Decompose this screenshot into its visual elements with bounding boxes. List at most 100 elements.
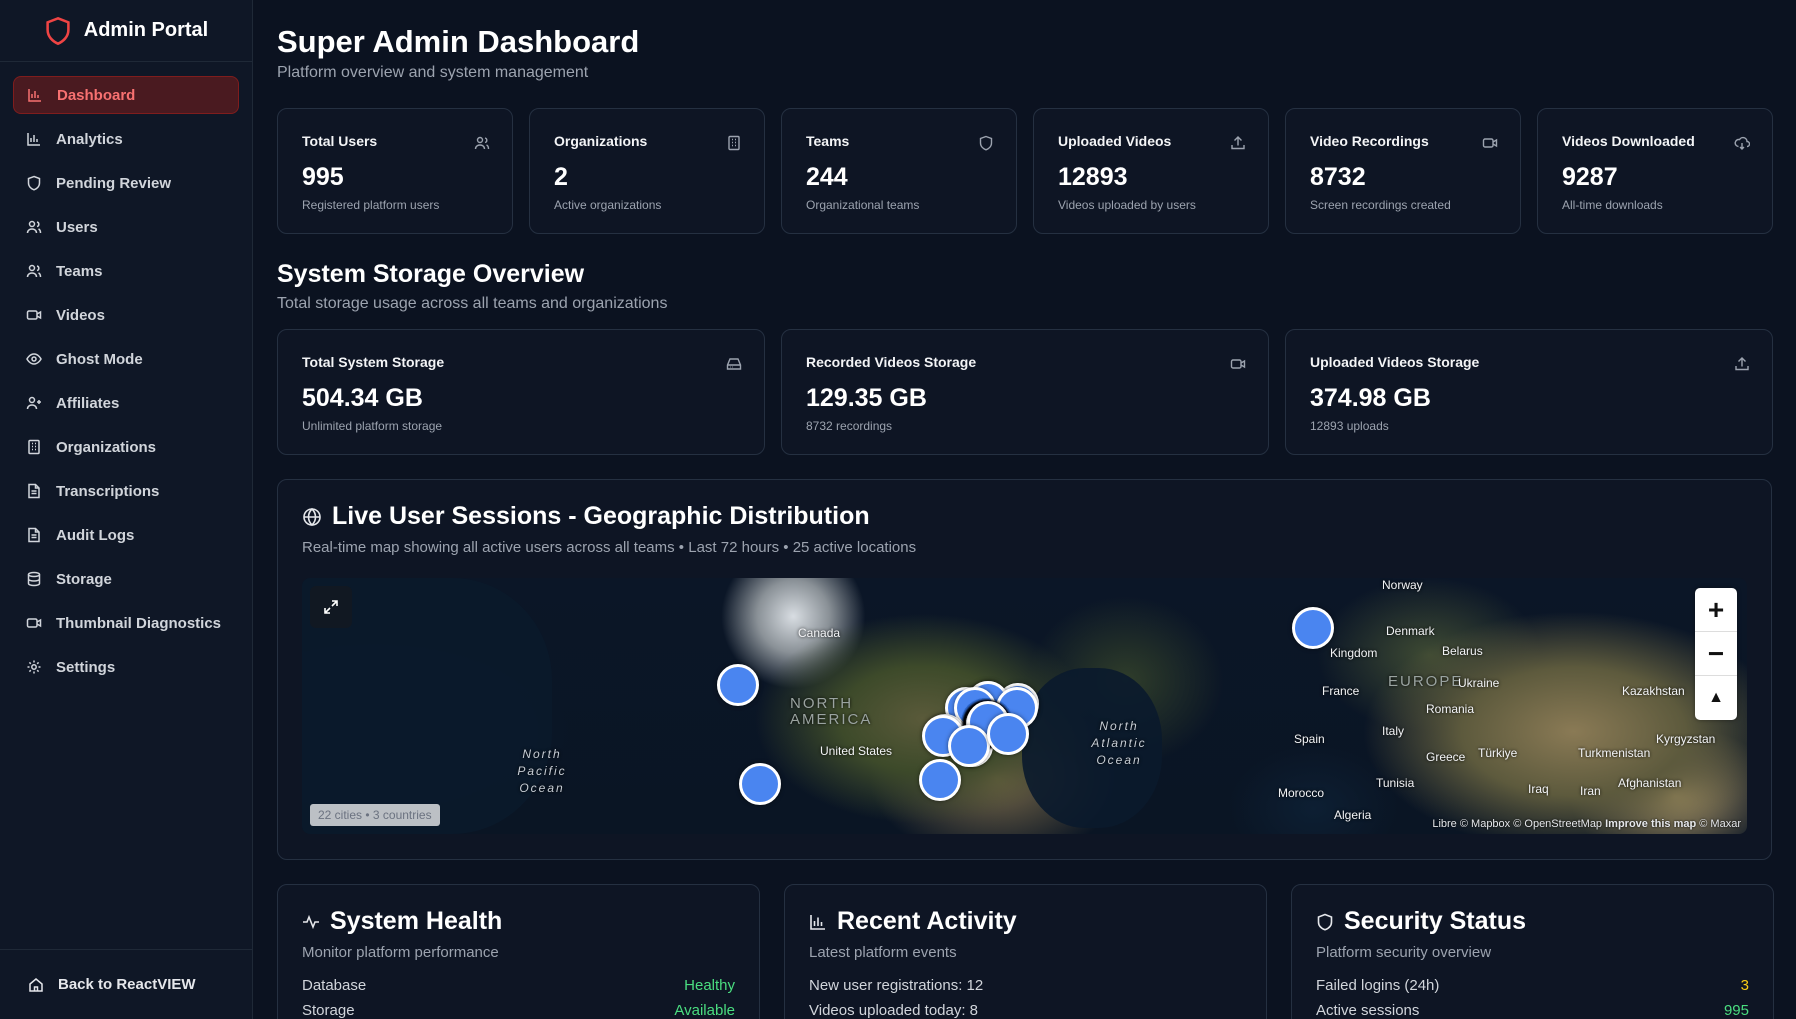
video-icon xyxy=(26,618,42,628)
sidebar-item-label: Storage xyxy=(56,570,112,588)
map-subtitle: Real-time map showing all active users a… xyxy=(302,539,917,556)
sidebar-item-transcriptions[interactable]: Transcriptions xyxy=(13,472,239,510)
live-sessions-card: Live User Sessions - Geographic Distribu… xyxy=(277,479,1772,860)
session-marker[interactable] xyxy=(1292,607,1334,649)
sidebar-item-label: Teams xyxy=(56,262,103,280)
system-health-header: System Health xyxy=(302,907,735,936)
storage-grid: Total System Storage 504.34 GB Unlimited… xyxy=(277,329,1773,455)
sidebar-item-organizations[interactable]: Organizations xyxy=(13,428,239,466)
health-row-label: Storage xyxy=(302,1002,355,1019)
stat-label: Total System Storage xyxy=(302,354,445,370)
cities-badge: 22 cities • 3 countries xyxy=(310,804,440,826)
stat-desc: Organizational teams xyxy=(806,198,920,212)
sidebar-item-label: Pending Review xyxy=(56,174,172,192)
sidebar-item-analytics[interactable]: Analytics xyxy=(13,120,239,158)
stat-label: Total Users xyxy=(302,133,378,149)
map-label-ukraine: Ukraine xyxy=(1458,676,1500,690)
health-row-value: Healthy xyxy=(684,977,735,994)
health-row: Storage Available xyxy=(302,1002,735,1019)
stat-value: 8732 xyxy=(1310,163,1366,191)
map-label-kingdom: Kingdom xyxy=(1330,646,1378,660)
sidebar-item-pending-review[interactable]: Pending Review xyxy=(13,164,239,202)
map-label-tunisia: Tunisia xyxy=(1376,776,1415,790)
stat-label: Uploaded Videos xyxy=(1058,133,1172,149)
sidebar-item-label: Dashboard xyxy=(57,86,136,104)
stat-card-organizations: Organizations 2 Active organizations xyxy=(529,108,765,234)
home-icon xyxy=(29,977,43,992)
map-label-iran: Iran xyxy=(1580,784,1601,798)
video-icon xyxy=(26,310,42,320)
gear-icon xyxy=(27,660,41,674)
health-row: Database Healthy xyxy=(302,977,735,994)
sessions-map[interactable]: Canada NORTH AMERICA United States North… xyxy=(302,578,1747,834)
session-marker[interactable] xyxy=(717,664,759,706)
sidebar-item-storage[interactable]: Storage xyxy=(13,560,239,598)
storage-card-total: Total System Storage 504.34 GB Unlimited… xyxy=(277,329,765,455)
map-label-romania: Romania xyxy=(1426,702,1475,716)
map-label-north-atlantic: North Atlantic Ocean xyxy=(1091,719,1147,767)
sidebar-item-users[interactable]: Users xyxy=(13,208,239,246)
back-to-reactview-link[interactable]: Back to ReactVIEW xyxy=(0,949,253,1019)
security-row-value: 995 xyxy=(1723,1002,1749,1019)
security-row: Failed logins (24h) 3 xyxy=(1316,977,1749,994)
stat-value: 244 xyxy=(806,163,848,191)
security-row-value: 3 xyxy=(1740,977,1749,994)
upload-icon xyxy=(1231,136,1245,150)
security-row-label: Active sessions xyxy=(1316,1002,1420,1019)
zoom-out-button[interactable]: − xyxy=(1695,632,1737,676)
shield-icon xyxy=(1317,913,1333,931)
attribution-osm[interactable]: © OpenStreetMap xyxy=(1513,818,1603,830)
health-row-value: Available xyxy=(674,1002,735,1019)
page-subtitle: Platform overview and system management xyxy=(277,64,589,81)
security-row: Active sessions 995 xyxy=(1316,1002,1749,1019)
bottom-cards: System Health Monitor platform performan… xyxy=(277,884,1774,1019)
fullscreen-button[interactable] xyxy=(310,586,352,628)
attribution-mapbox[interactable]: © Mapbox xyxy=(1459,818,1511,830)
sidebar-item-settings[interactable]: Settings xyxy=(13,648,239,686)
user-plus-icon xyxy=(26,396,41,410)
session-marker[interactable] xyxy=(987,713,1029,755)
map-label-italy: Italy xyxy=(1382,724,1405,738)
attribution-maxar[interactable]: © Maxar xyxy=(1699,818,1741,830)
health-row-label: Database xyxy=(302,977,367,994)
map-label-afghanistan: Afghanistan xyxy=(1618,776,1682,790)
session-marker[interactable] xyxy=(739,763,781,805)
shield-icon xyxy=(979,135,993,151)
brand: Admin Portal xyxy=(0,0,252,62)
sidebar-item-dashboard[interactable]: Dashboard xyxy=(13,76,239,114)
map-label-algeria: Algeria xyxy=(1334,808,1372,822)
stat-card-video-recordings: Video Recordings 8732 Screen recordings … xyxy=(1285,108,1521,234)
sidebar-item-ghost-mode[interactable]: Ghost Mode xyxy=(13,340,239,378)
stat-card-uploaded-videos: Uploaded Videos 12893 Videos uploaded by… xyxy=(1033,108,1269,234)
sidebar-item-thumbnail-diagnostics[interactable]: Thumbnail Diagnostics xyxy=(13,604,239,642)
stat-value: 504.34 GB xyxy=(302,384,423,412)
hard-drive-icon xyxy=(726,358,742,370)
sidebar-item-label: Affiliates xyxy=(56,394,120,412)
zoom-in-button[interactable]: + xyxy=(1695,588,1737,632)
recent-activity-header: Recent Activity xyxy=(809,907,1242,936)
compass-button[interactable]: ▲ xyxy=(1708,689,1724,706)
map-label-united-states: United States xyxy=(820,744,893,758)
map-label-kazakhstan: Kazakhstan xyxy=(1622,684,1685,698)
shield-icon xyxy=(27,175,41,191)
sidebar-item-videos[interactable]: Videos xyxy=(13,296,239,334)
session-marker[interactable] xyxy=(919,759,961,801)
recent-activity-subtitle: Latest platform events xyxy=(809,944,957,961)
stat-label: Uploaded Videos Storage xyxy=(1310,354,1480,370)
sidebar-item-affiliates[interactable]: Affiliates xyxy=(13,384,239,422)
sidebar-item-audit-logs[interactable]: Audit Logs xyxy=(13,516,239,554)
system-health-title: System Health xyxy=(330,907,503,935)
stat-label: Videos Downloaded xyxy=(1562,133,1695,149)
session-marker[interactable] xyxy=(948,725,990,767)
stat-card-total-users: Total Users 995 Registered platform user… xyxy=(277,108,513,234)
security-status-title: Security Status xyxy=(1344,907,1527,935)
building-icon xyxy=(28,439,40,455)
stat-desc: 12893 uploads xyxy=(1310,419,1389,433)
activity-row-label: New user registrations: 12 xyxy=(809,977,984,994)
attribution-improve-link[interactable]: Improve this map xyxy=(1605,818,1697,830)
map-label-spain: Spain xyxy=(1294,732,1325,746)
map-attribution: Libre © Mapbox © OpenStreetMap Improve t… xyxy=(1432,818,1741,830)
stat-label: Video Recordings xyxy=(1310,133,1429,149)
sidebar-item-teams[interactable]: Teams xyxy=(13,252,239,290)
stat-card-videos-downloaded: Videos Downloaded 9287 All-time download… xyxy=(1537,108,1773,234)
